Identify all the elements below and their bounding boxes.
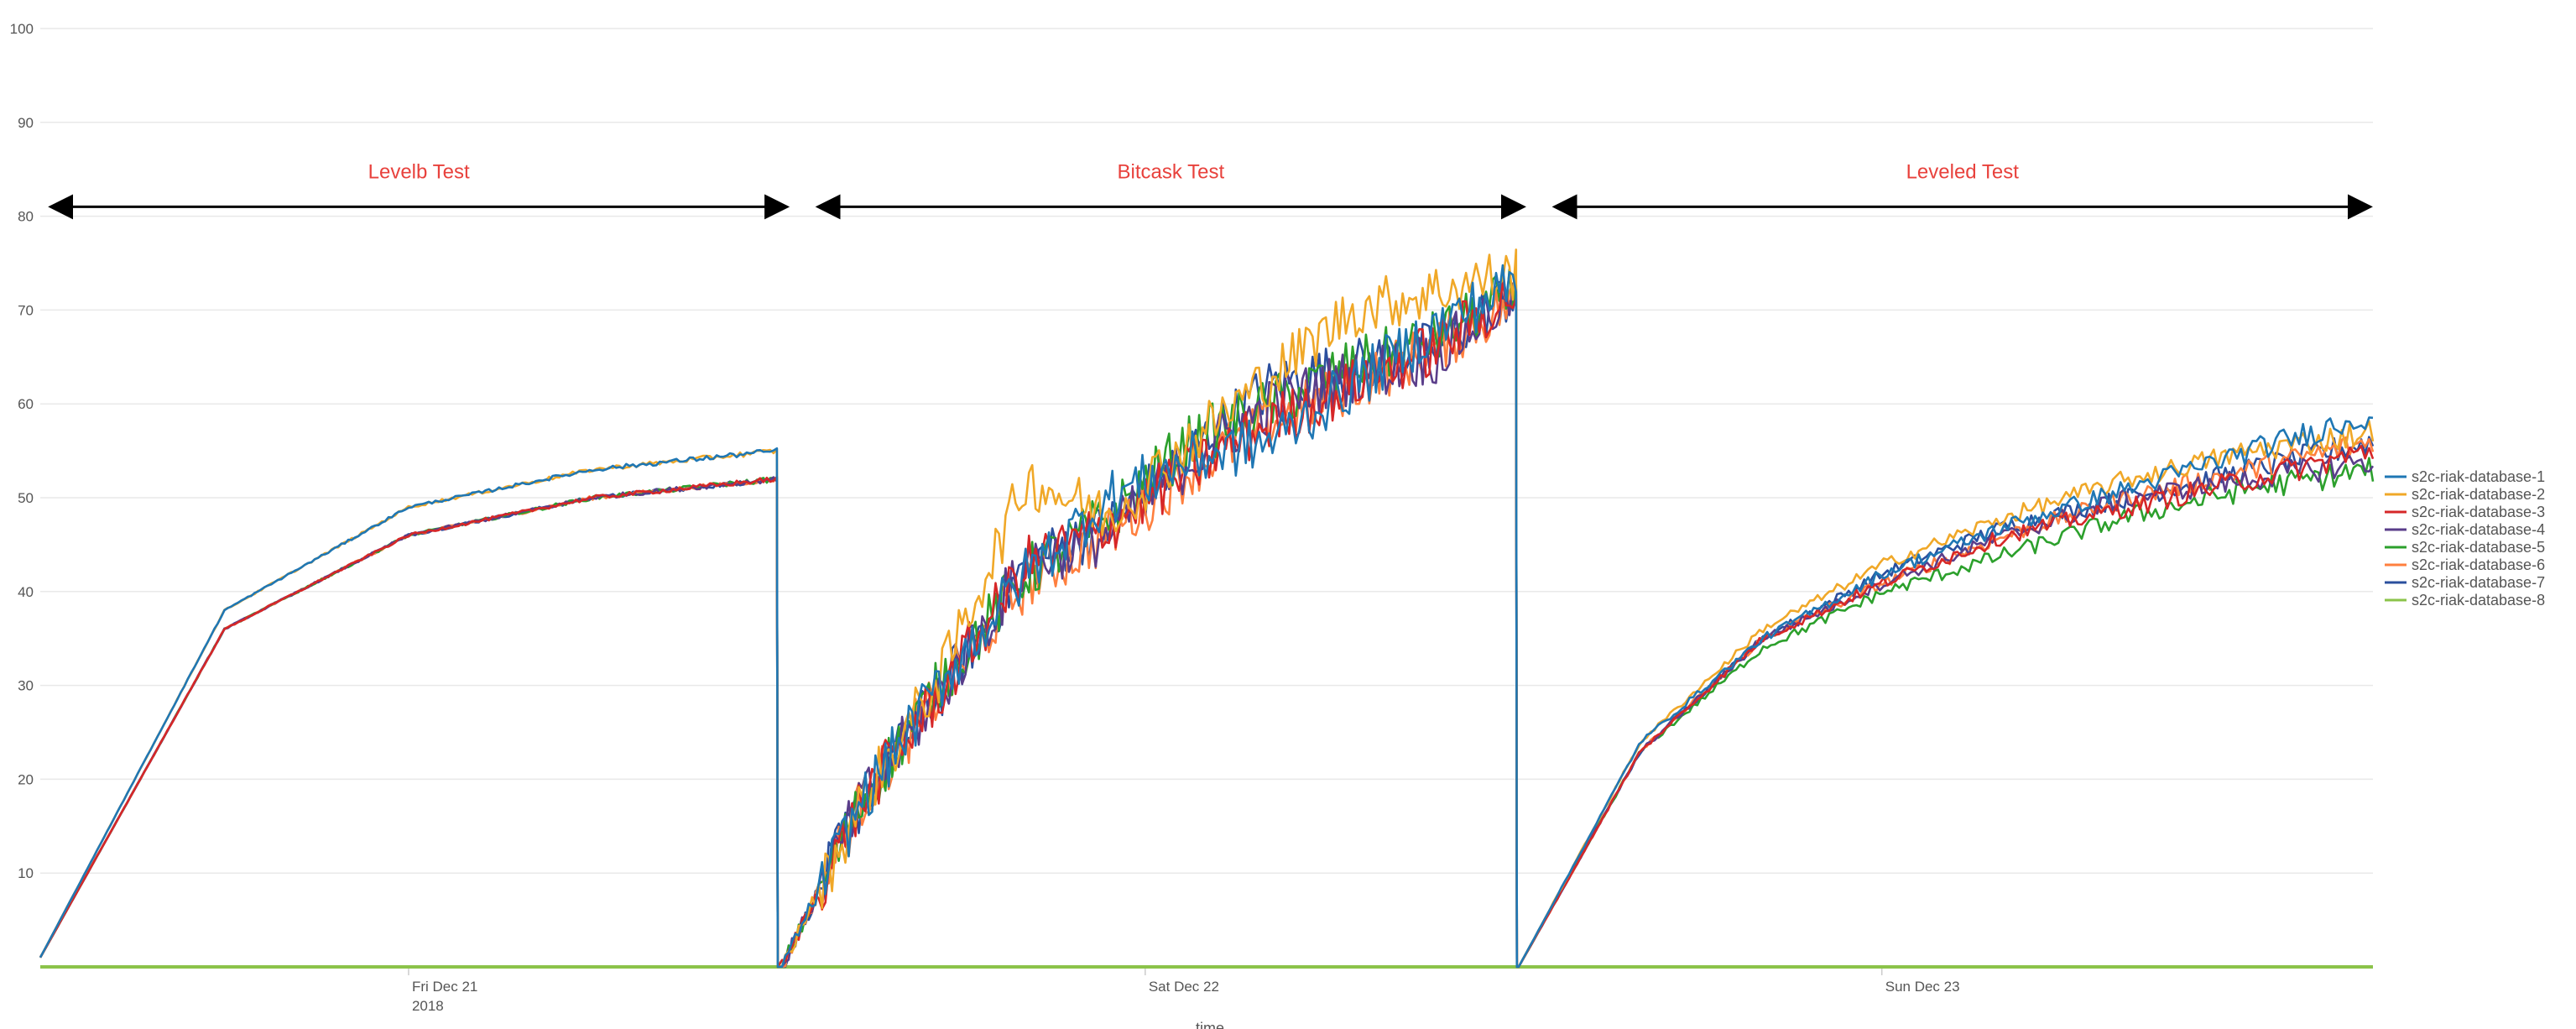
legend-item-label: s2c-riak-database-3	[2412, 504, 2545, 520]
y-tick-label: 60	[18, 396, 34, 412]
y-tick-label: 70	[18, 302, 34, 318]
series-line-s2c-riak-database-1	[39, 264, 2374, 969]
legend-item-label: s2c-riak-database-5	[2412, 539, 2545, 556]
series-line-s2c-riak-database-6	[39, 282, 2375, 969]
series-lines	[39, 248, 2375, 969]
legend-item-label: s2c-riak-database-2	[2412, 486, 2545, 503]
series-line-s2c-riak-database-7	[39, 280, 2375, 969]
y-tick-label: 50	[18, 490, 34, 506]
x-axis-title: time	[1196, 1020, 1224, 1029]
annotations: Levelb Test Bitcask Test Leveled Test	[48, 160, 2373, 220]
y-tick-label: 40	[18, 584, 34, 600]
annotation-label: Bitcask Test	[1118, 160, 1225, 183]
x-tick-label: Fri Dec 21	[412, 979, 477, 995]
y-tick-label: 30	[18, 678, 34, 694]
y-tick-label: 90	[18, 115, 34, 131]
y-tick-label: 20	[18, 771, 34, 787]
series-line-s2c-riak-database-5	[39, 268, 2375, 969]
x-tick-label: Sat Dec 22	[1149, 979, 1219, 995]
legend-item-label: s2c-riak-database-8	[2412, 592, 2545, 609]
y-axis-ticks: 10 20 30 40 50 60 70 80 90 100	[10, 21, 34, 881]
legend-item-label: s2c-riak-database-1	[2412, 468, 2545, 485]
y-tick-label: 10	[18, 865, 34, 881]
series-line-s2c-riak-database-2	[39, 248, 2375, 969]
x-axis-ticks: Fri Dec 21 2018 Sat Dec 22 Sun Dec 23	[408, 967, 1960, 1014]
annotation-label: Leveled Test	[1906, 160, 2020, 183]
legend-item-label: s2c-riak-database-4	[2412, 521, 2545, 538]
legend-item-label: s2c-riak-database-6	[2412, 556, 2545, 573]
x-tick-label: Sun Dec 23	[1885, 979, 1960, 995]
legend: s2c-riak-database-1s2c-riak-database-2s2…	[2385, 468, 2545, 609]
y-tick-label: 100	[10, 21, 34, 37]
x-tick-sublabel: 2018	[412, 998, 444, 1014]
series-line-s2c-riak-database-3	[39, 279, 2375, 969]
legend-item-label: s2c-riak-database-7	[2412, 574, 2545, 591]
y-tick-label: 80	[18, 209, 34, 225]
series-line-s2c-riak-database-4	[39, 273, 2375, 969]
annotation-label: Levelb Test	[368, 160, 470, 183]
